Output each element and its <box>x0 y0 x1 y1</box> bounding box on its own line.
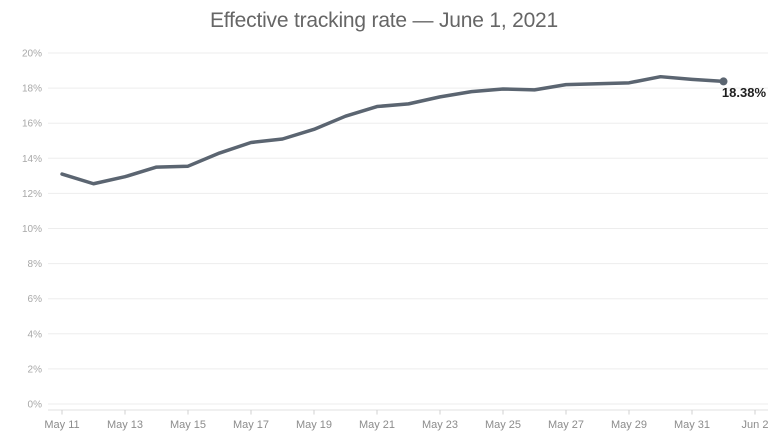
x-tick-label: May 25 <box>485 419 521 431</box>
x-tick-label: Jun 2 <box>742 419 768 431</box>
y-tick-label: 12% <box>22 189 42 200</box>
trend-line[interactable] <box>60 74 726 186</box>
x-tick-label: May 23 <box>422 419 458 431</box>
x-tick-label: May 27 <box>548 419 584 431</box>
x-tick-label: May 29 <box>611 419 647 431</box>
end-data-point[interactable] <box>719 77 728 86</box>
y-tick-label: 2% <box>28 364 43 375</box>
y-tick-label: 20% <box>22 49 42 60</box>
x-tick-label: May 19 <box>296 419 332 431</box>
y-tick-label: 6% <box>28 294 43 305</box>
x-tick-label: May 31 <box>674 419 710 431</box>
x-tick-label: May 11 <box>44 419 79 431</box>
x-tick-label: May 15 <box>170 419 206 431</box>
y-tick-label: 16% <box>22 119 42 130</box>
x-tick-label: May 17 <box>233 419 269 431</box>
y-tick-label: 18% <box>22 84 42 95</box>
y-tick-label: 8% <box>28 259 43 270</box>
y-tick-label: 4% <box>28 329 43 340</box>
chart-title: Effective tracking rate — June 1, 2021 <box>209 9 559 32</box>
y-tick-label: 10% <box>22 224 42 235</box>
x-tick-label: May 13 <box>107 419 143 431</box>
end-value-label: 18.38% <box>722 85 767 100</box>
x-tick-label: May 21 <box>359 419 395 431</box>
y-tick-label: 14% <box>22 154 42 165</box>
y-tick-label: 0% <box>28 400 43 411</box>
